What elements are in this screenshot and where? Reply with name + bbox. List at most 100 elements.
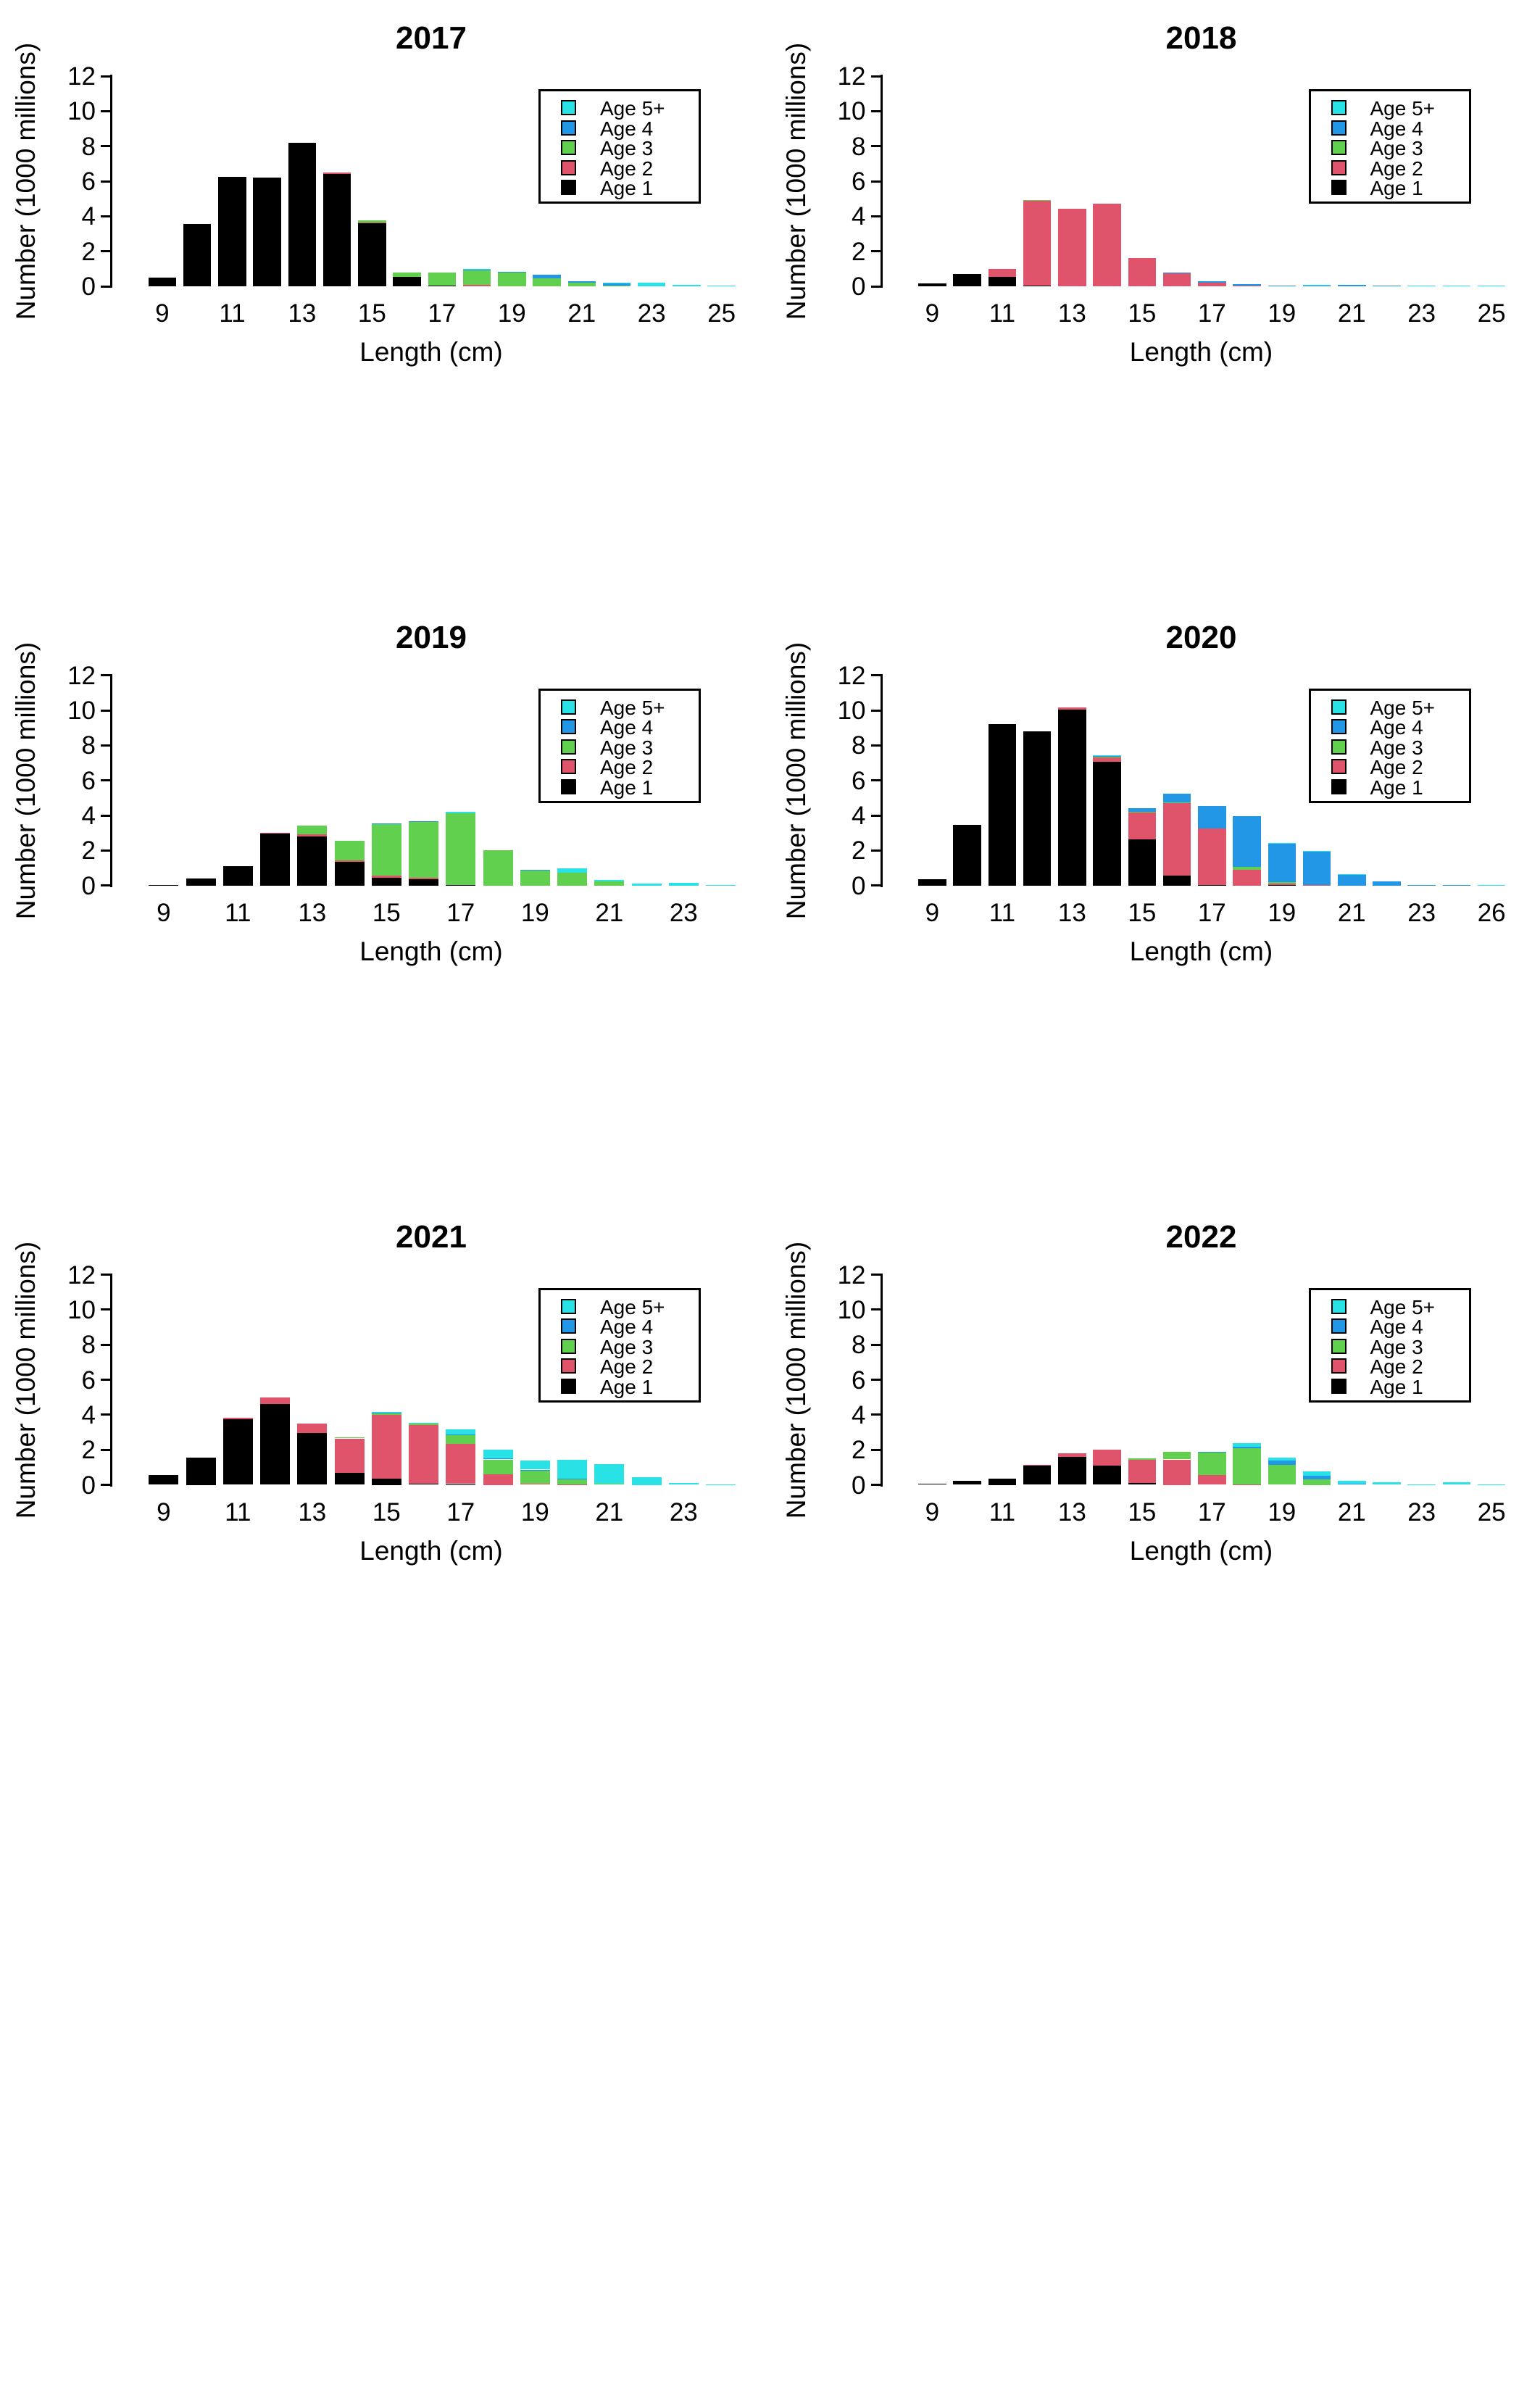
chart-panel-2021: 2021 0 2 4 6 8 10 12 Number (1000 millions) 9 11 13… <box>0 1199 770 1798</box>
legend-item: Age 2 <box>541 1357 699 1377</box>
bar-segment-20cm-age5 <box>1302 851 1331 852</box>
bar-segment-21cm-age5 <box>1338 1480 1366 1484</box>
y-axis-tick <box>870 1343 883 1346</box>
legend-swatch-age2 <box>561 1358 576 1374</box>
y-axis-tick <box>101 1379 112 1381</box>
bar-segment-14cm-age3 <box>334 841 365 861</box>
bar-segment-16cm-age2 <box>1162 273 1191 286</box>
bar-segment-18cm-age2 <box>483 1474 513 1485</box>
y-axis-tick <box>101 180 112 183</box>
bar-segment-9cm-age1 <box>149 884 179 886</box>
legend-label: Age 4 <box>1370 1316 1423 1338</box>
bar-segment-13cm-age1 <box>297 1433 328 1485</box>
bar-segment-13cm-age1 <box>288 142 317 286</box>
legend-label: Age 4 <box>600 1316 654 1338</box>
x-tick-label: 13 <box>1057 898 1086 927</box>
y-axis-tick <box>870 674 883 677</box>
y-axis-title: Number (1000 millions) <box>781 42 811 320</box>
panel-title: 2017 <box>396 20 467 56</box>
y-tick-label: 8 <box>852 731 866 760</box>
legend-item: Age 1 <box>1311 777 1469 798</box>
y-tick-label: 4 <box>81 802 96 831</box>
bar-segment-18cm-age4 <box>1233 1447 1261 1448</box>
legend-label: Age 2 <box>1370 756 1423 779</box>
legend-label: Age 1 <box>1370 1375 1423 1398</box>
bar-segment-11cm-age1 <box>988 1479 1017 1485</box>
x-tick-label: 11 <box>219 299 246 328</box>
bar-segment-24cm-age5 <box>673 284 701 286</box>
bar-segment-15cm-age3 <box>358 220 386 223</box>
y-tick-label: 2 <box>81 237 96 266</box>
x-tick-label: 13 <box>298 1497 327 1526</box>
legend-label: Age 2 <box>1370 1355 1423 1378</box>
y-tick-label: 10 <box>67 697 96 726</box>
bar-segment-19cm-age5 <box>520 1460 550 1470</box>
bar-segment-10cm-age1 <box>186 878 216 886</box>
y-axis-tick <box>870 709 883 712</box>
legend-label: Age 2 <box>600 157 654 180</box>
x-tick-label: 13 <box>288 299 317 328</box>
legend-label: Age 5+ <box>1370 1295 1436 1318</box>
x-tick-label: 23 <box>1407 299 1436 328</box>
y-axis-tick <box>101 215 112 217</box>
legend-item: Age 1 <box>541 1376 699 1397</box>
bar-segment-13cm-age3 <box>297 826 328 835</box>
bar-segment-15cm-age2 <box>371 875 401 878</box>
y-tick-label: 0 <box>852 1471 866 1500</box>
bar-segment-11cm-age1 <box>222 1418 253 1485</box>
bar-segment-11cm-age2 <box>988 268 1017 277</box>
y-axis-tick <box>101 1308 112 1311</box>
bar-segment-19cm-age1 <box>1268 884 1296 886</box>
bar-segment-16cm-age2 <box>1162 1459 1191 1485</box>
y-axis-tick <box>101 285 112 288</box>
y-axis-tick <box>101 1274 112 1276</box>
bar-segment-18cm-age4 <box>462 269 491 271</box>
legend-item: Age 2 <box>1311 1357 1469 1377</box>
bar-segment-20cm-age3 <box>557 1479 587 1485</box>
bar-segment-12cm-age2 <box>1023 201 1052 286</box>
legend-item: Age 3 <box>1311 138 1469 159</box>
legend-swatch-age1 <box>561 180 576 195</box>
x-tick-label: 21 <box>595 898 624 927</box>
bar-segment-16cm-age3 <box>393 272 421 277</box>
x-tick-label: 19 <box>1268 898 1296 927</box>
legend-swatch-age5 <box>561 699 576 715</box>
bar-segment-18cm-age2 <box>462 285 491 286</box>
bar-segment-14cm-age1 <box>334 1472 365 1485</box>
bar-segment-13cm-age2 <box>1058 707 1086 710</box>
bar-segment-15cm-age3 <box>371 1413 401 1416</box>
panel-title: 2020 <box>1165 619 1237 655</box>
x-tick-label: 17 <box>1197 299 1226 328</box>
y-tick-label: 2 <box>852 1436 866 1465</box>
y-axis-title: Number (1000 millions) <box>781 1241 811 1519</box>
bar-segment-16cm-age1 <box>1162 876 1191 886</box>
x-tick-label: 13 <box>298 898 327 927</box>
bar-segment-16cm-age4 <box>1162 793 1191 802</box>
x-axis-title: Length (cm) <box>359 1535 503 1566</box>
bar-segment-21cm-age5 <box>1338 873 1366 875</box>
bar-segment-14cm-age1 <box>1093 762 1121 886</box>
bar-segment-21cm-age5 <box>594 1464 625 1484</box>
x-tick-label: 25 <box>707 299 736 328</box>
legend-item: Age 1 <box>541 178 699 199</box>
legend-swatch-age2 <box>561 159 576 175</box>
y-axis-tick <box>870 1274 883 1276</box>
bar-segment-19cm-age3 <box>498 272 526 286</box>
y-tick-label: 8 <box>81 132 96 161</box>
legend-swatch-age5 <box>561 1298 576 1314</box>
bar-segment-20cm-age4 <box>1302 1475 1331 1480</box>
y-tick-label: 4 <box>81 1400 96 1429</box>
bar-segment-20cm-age4 <box>1302 852 1331 886</box>
legend-item: Age 5+ <box>1311 697 1469 718</box>
y-axis-tick <box>101 884 112 887</box>
bar-segment-20cm-age5 <box>1302 285 1331 286</box>
bar-segment-19cm-age4 <box>498 272 526 273</box>
bar-segment-11cm-age1 <box>988 276 1017 286</box>
bar-segment-23cm-age5 <box>668 883 699 886</box>
bar-segment-15cm-age2 <box>371 1415 401 1479</box>
x-tick-label: 19 <box>520 1497 549 1526</box>
bar-segment-17cm-age2 <box>446 1443 476 1484</box>
bar-segment-23cm-age5 <box>668 1483 699 1485</box>
y-tick-label: 8 <box>852 132 866 161</box>
legend-item: Age 5+ <box>541 697 699 718</box>
